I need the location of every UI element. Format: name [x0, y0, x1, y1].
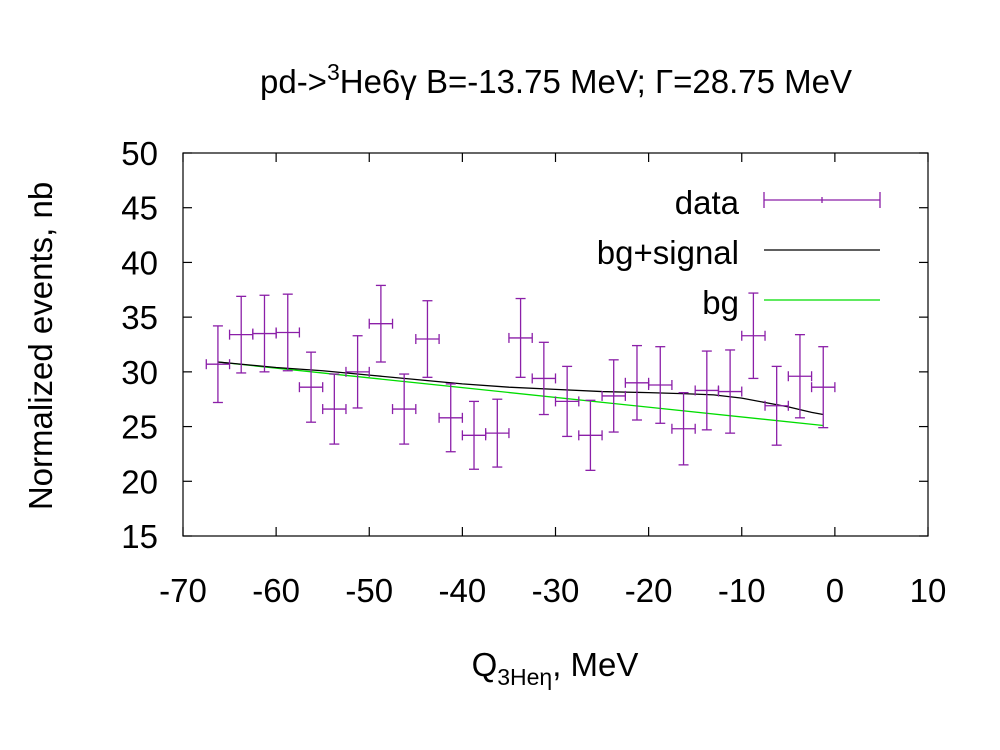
data-point: [485, 398, 510, 468]
data-series: [205, 284, 836, 471]
data-point: [205, 325, 231, 404]
x-tick-label: -20: [625, 572, 673, 609]
y-tick-label: 35: [121, 299, 158, 336]
data-point: [322, 373, 347, 445]
data-point: [345, 335, 370, 409]
data-point: [647, 346, 673, 424]
chart-title-superscript: 3: [327, 59, 340, 85]
y-tick-label: 45: [121, 190, 158, 227]
data-point: [415, 300, 440, 378]
chart-title-suffix: He6γ B=-13.75 MeV; Γ=28.75 MeV: [340, 63, 852, 100]
x-tick-label: -30: [532, 572, 580, 609]
chart-title: pd->3He6γ B=-13.75 MeV; Γ=28.75 MeV: [260, 59, 852, 100]
x-axis-label-suffix: , MeV: [552, 646, 638, 683]
plot-frame: [182, 152, 929, 537]
data-point: [461, 400, 487, 470]
data-point: [298, 351, 324, 423]
data-point: [787, 334, 813, 419]
x-tick-label: 10: [910, 572, 947, 609]
x-axis-label-main: Q: [472, 646, 498, 683]
x-axis-label-subscript: 3Heη: [497, 664, 552, 690]
data-point: [741, 292, 766, 380]
legend-label-data: data: [675, 184, 740, 221]
legend-label-bg-signal: bg+signal: [597, 234, 739, 271]
legend-label-bg: bg: [702, 284, 739, 321]
bg-series: [217, 361, 824, 427]
data-point: [810, 346, 836, 429]
data-point: [275, 293, 301, 372]
data-point: [252, 294, 277, 373]
data-point: [694, 350, 720, 431]
data-point: [671, 391, 696, 466]
data-point: [624, 344, 650, 421]
data-point: [438, 383, 464, 453]
legend: data bg+signal bg: [597, 184, 881, 321]
y-tick-label: 20: [121, 463, 158, 500]
y-tick-label: 30: [121, 354, 158, 391]
bg-line: [217, 361, 824, 427]
data-point: [228, 295, 254, 374]
data-point: [601, 359, 626, 433]
axis-ticks: [182, 152, 929, 537]
x-tick-label: -70: [159, 572, 207, 609]
x-tick-label: 0: [826, 572, 844, 609]
y-tick-label: 40: [121, 244, 158, 281]
data-point: [578, 399, 603, 471]
chart-title-prefix: pd->: [260, 63, 327, 100]
y-axis-label: Normalized events, nb: [22, 182, 59, 510]
y-tick-label: 50: [121, 135, 158, 172]
legend-symbol-data: [763, 192, 881, 208]
data-point: [531, 341, 557, 416]
data-point: [391, 373, 417, 445]
data-point: [764, 365, 789, 446]
data-point: [717, 349, 743, 434]
data-point: [508, 297, 533, 378]
x-tick-label: -10: [718, 572, 766, 609]
y-tick-label: 15: [121, 518, 158, 555]
x-tick-label: -50: [345, 572, 393, 609]
x-tick-label: -60: [252, 572, 300, 609]
data-point: [368, 284, 394, 363]
y-tick-label: 25: [121, 409, 158, 446]
x-tick-label: -40: [439, 572, 487, 609]
x-axis-label: Q3Heη, MeV: [472, 646, 639, 690]
axis-tick-labels: -70 -60 -50 -40 -30 -20 -10 0 10 15 20 25 30 35 40 45 50: [121, 135, 946, 609]
data-point: [554, 365, 580, 438]
